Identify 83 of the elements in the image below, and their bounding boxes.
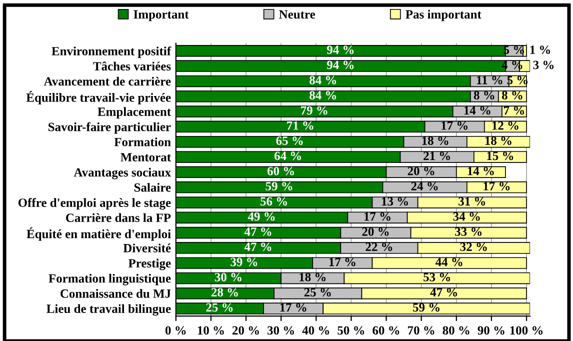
data-label: 20 %	[408, 166, 434, 176]
y-tick-label: Offre d'emploi après le stage	[18, 198, 171, 210]
data-label: 47 %	[244, 227, 272, 236]
y-tick-label: Avantages sociaux	[74, 168, 171, 180]
data-label: 32 %	[460, 242, 487, 252]
data-label: 22 %	[366, 242, 392, 252]
y-tick-label: Carrière dans la FP	[66, 213, 171, 222]
data-label: 18 %	[485, 136, 512, 145]
y-tick-label: Formation	[114, 137, 171, 146]
data-label: 47 %	[244, 242, 272, 252]
y-tick-label: Prestige	[128, 258, 171, 270]
y-tick-label: Formation linguistique	[48, 274, 171, 286]
data-label: 18 %	[300, 272, 326, 282]
data-label: 44 %	[435, 258, 462, 266]
data-label: 20 %	[362, 227, 389, 236]
data-label: 14 %	[468, 166, 494, 176]
data-label: 79 %	[301, 106, 328, 115]
data-label: 17 %	[280, 303, 306, 312]
y-tick-label: Savoir-faire particulier	[48, 122, 171, 134]
x-tick-label: 80 %	[442, 326, 470, 335]
data-label: 31 %	[458, 197, 486, 206]
data-label: 17 %	[484, 182, 510, 190]
data-label: 25 %	[304, 288, 331, 297]
data-label: 17 %	[442, 121, 468, 130]
y-tick-label: Équilibre travail-vie privée	[26, 91, 171, 104]
data-label: 17 %	[329, 258, 356, 266]
data-label: 14 %	[464, 106, 490, 115]
data-label: 59 %	[266, 182, 292, 190]
x-tick-label: 50 %	[338, 326, 364, 335]
y-tick-label: Équité en matière d'emploi	[26, 227, 171, 241]
x-tick-label: 60 %	[372, 326, 400, 335]
data-label: 24 %	[411, 182, 438, 190]
data-label: 8 %	[474, 91, 494, 100]
data-label: 53 %	[424, 272, 450, 282]
data-label: 28 %	[211, 288, 238, 297]
x-tick-label: 90 %	[478, 326, 504, 335]
data-label: 8 %	[502, 91, 522, 100]
data-label: 17 %	[364, 212, 390, 221]
data-label: 84 %	[310, 91, 336, 100]
data-label: 33 %	[455, 227, 482, 236]
x-tick-label: 70 %	[408, 326, 434, 335]
data-label: 39 %	[230, 258, 258, 266]
data-label: 12 %	[492, 121, 518, 130]
data-label: 94 %	[326, 46, 354, 54]
data-label: 56 %	[260, 197, 287, 206]
data-label: 71 %	[287, 121, 314, 130]
data-label: 65 %	[276, 136, 303, 145]
y-tick-label: Lieu de travail bilingue	[46, 304, 171, 316]
y-tick-label: Avancement de carrière	[44, 76, 171, 86]
legend-label: Important	[134, 10, 189, 22]
data-label: 7 %	[504, 106, 524, 115]
y-tick-label: Connaissance du MJ	[60, 289, 171, 298]
data-label: 94 %	[326, 60, 354, 70]
data-label: 1 %	[530, 46, 550, 54]
x-tick-label: 30 %	[268, 326, 294, 335]
x-tick-label: 20 %	[232, 326, 259, 335]
x-tick-label: 0 %	[165, 326, 186, 335]
data-label: 3 %	[533, 60, 554, 70]
x-tick-label: 40 %	[302, 326, 330, 335]
x-tick-label: 10 %	[198, 326, 224, 335]
legend-label: Pas important	[406, 10, 482, 22]
y-tick-label: Mentorat	[120, 153, 171, 162]
data-label: 49 %	[248, 212, 275, 221]
x-tick-label: 100 %	[510, 326, 543, 335]
y-tick-label: Emplacement	[98, 107, 171, 119]
data-label: 64 %	[274, 152, 301, 160]
y-tick-label: Tâches variées	[93, 62, 171, 70]
data-label: 47 %	[430, 288, 458, 297]
y-tick-label: Environnement positif	[52, 46, 172, 58]
data-label: 60 %	[267, 166, 294, 176]
legend-label: Neutre	[279, 10, 316, 19]
data-label: 13 %	[382, 197, 408, 206]
data-label: 84 %	[310, 76, 336, 84]
y-tick-label: Salaire	[134, 182, 171, 192]
data-label: 59 %	[413, 303, 440, 312]
data-label: 11 %	[476, 76, 502, 84]
data-label: 25 %	[206, 303, 233, 312]
data-label: 30 %	[214, 272, 242, 282]
data-label: 34 %	[453, 212, 480, 221]
data-label: 15 %	[487, 152, 514, 160]
data-label: 21 %	[424, 152, 450, 160]
y-tick-label: Diversité	[123, 244, 171, 252]
data-label: 18 %	[422, 136, 448, 145]
